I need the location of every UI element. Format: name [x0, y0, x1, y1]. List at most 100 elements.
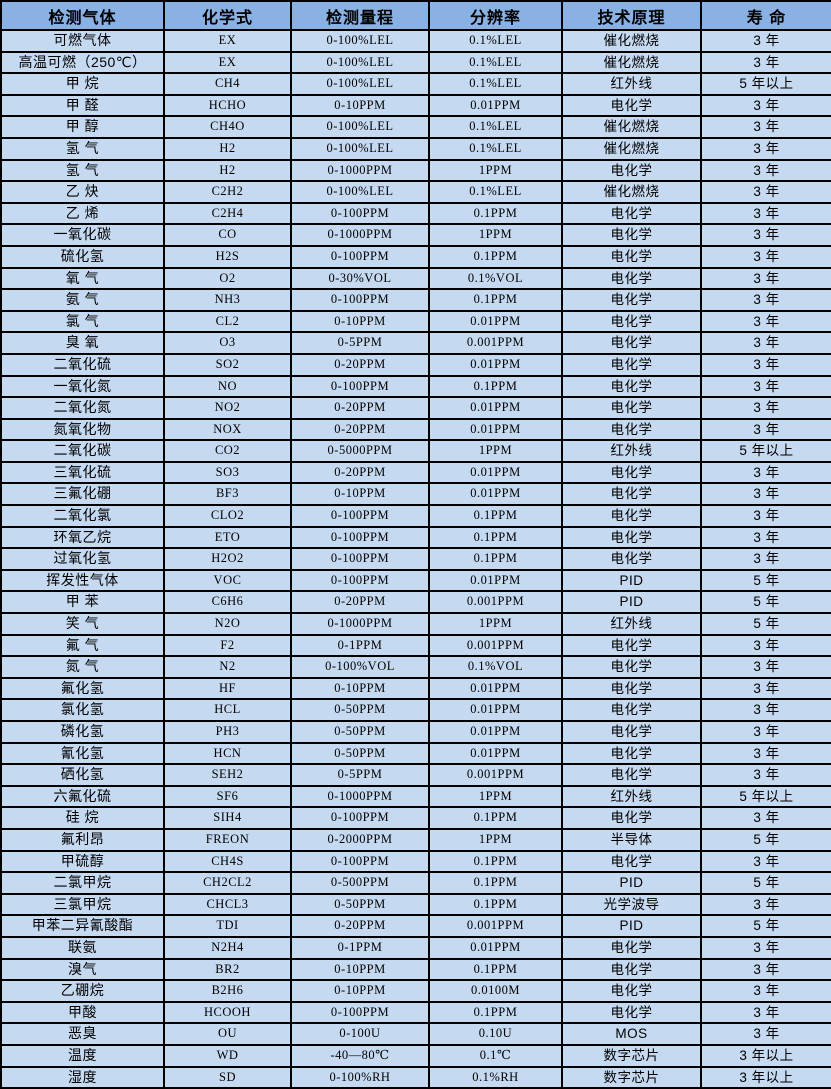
- cell-gas: 乙 烯: [0, 201, 165, 226]
- cell-range: 0-30%VOL: [290, 266, 430, 291]
- cell-life: 3 年: [700, 460, 831, 485]
- cell-life: 3 年: [700, 979, 831, 1003]
- cell-tech: 红外线: [561, 439, 702, 463]
- cell-gas: 二氯甲烷: [0, 871, 165, 895]
- cell-gas: 甲 苯: [0, 590, 165, 615]
- cell-tech: 电化学: [561, 352, 702, 377]
- cell-formula: CH4O: [163, 115, 292, 139]
- cell-gas: 硅 烷: [0, 806, 165, 830]
- cell-tech: 电化学: [561, 223, 702, 247]
- cell-gas: 二氧化硫: [0, 352, 165, 377]
- cell-life: 3 年: [700, 763, 831, 787]
- column-header-gas: 检测气体: [0, 0, 165, 31]
- cell-resolution: 1PPM: [428, 612, 563, 636]
- cell-resolution: 0.1%VOL: [428, 655, 563, 679]
- cell-resolution: 0.1PPM: [428, 244, 563, 269]
- cell-gas: 氯 气: [0, 309, 165, 334]
- cell-life: 5 年: [700, 871, 831, 895]
- cell-life: 3 年: [700, 115, 831, 139]
- cell-formula: F2: [163, 633, 292, 658]
- cell-range: 0-5PPM: [290, 763, 430, 787]
- cell-range: 0-100PPM: [290, 374, 430, 399]
- cell-resolution: 0.1PPM: [428, 1000, 563, 1025]
- cell-gas: 过氧化氢: [0, 547, 165, 571]
- table-row: 甲 醛 HCHO 0-10PPM 0.01PPM 电化学 3 年: [0, 93, 831, 118]
- cell-tech: 电化学: [561, 482, 702, 507]
- cell-life: 3 年: [700, 93, 831, 118]
- cell-range: 0-20PPM: [290, 914, 430, 938]
- cell-life: 3 年: [700, 633, 831, 658]
- cell-tech: 电化学: [561, 93, 702, 118]
- cell-tech: 电化学: [561, 720, 702, 744]
- cell-range: 0-10PPM: [290, 309, 430, 334]
- cell-resolution: 0.01PPM: [428, 482, 563, 507]
- cell-resolution: 0.01PPM: [428, 741, 563, 766]
- cell-resolution: 0.1PPM: [428, 504, 563, 528]
- cell-range: 0-100%LEL: [290, 72, 430, 96]
- cell-gas: 三氧化硫: [0, 460, 165, 485]
- cell-tech: 电化学: [561, 417, 702, 442]
- cell-formula: WD: [163, 1043, 292, 1068]
- cell-tech: 电化学: [561, 547, 702, 571]
- cell-formula: H2O2: [163, 547, 292, 571]
- cell-gas: 溴气: [0, 957, 165, 982]
- cell-formula: NO: [163, 374, 292, 399]
- cell-range: 0-100%LEL: [290, 180, 430, 204]
- cell-gas: 三氟化硼: [0, 482, 165, 507]
- cell-resolution: 0.01PPM: [428, 935, 563, 960]
- table-row: 六氟化硫 SF6 0-1000PPM 1PPM 红外线 5 年以上: [0, 784, 831, 809]
- cell-tech: PID: [561, 914, 702, 938]
- cell-gas: 笑 气: [0, 612, 165, 636]
- cell-range: 0-1000PPM: [290, 612, 430, 636]
- cell-gas: 氟 气: [0, 633, 165, 658]
- cell-tech: 催化燃烧: [561, 29, 702, 53]
- cell-formula: H2S: [163, 244, 292, 269]
- cell-gas: 甲 醇: [0, 115, 165, 139]
- cell-gas: 氨 气: [0, 288, 165, 312]
- cell-formula: SIH4: [163, 806, 292, 830]
- cell-range: 0-100%VOL: [290, 655, 430, 679]
- cell-tech: PID: [561, 568, 702, 593]
- cell-gas: 温度: [0, 1043, 165, 1068]
- cell-tech: 电化学: [561, 331, 702, 355]
- cell-gas: 硒化氢: [0, 763, 165, 787]
- cell-resolution: 0.1PPM: [428, 806, 563, 830]
- cell-formula: SF6: [163, 784, 292, 809]
- table-row: 氨 气 NH3 0-100PPM 0.1PPM 电化学 3 年: [0, 288, 831, 312]
- cell-range: 0-5PPM: [290, 331, 430, 355]
- cell-life: 3 年: [700, 1000, 831, 1025]
- cell-tech: 催化燃烧: [561, 180, 702, 204]
- cell-tech: 电化学: [561, 957, 702, 982]
- cell-life: 5 年: [700, 612, 831, 636]
- cell-gas: 臭 氧: [0, 331, 165, 355]
- table-row: 甲酸 HCOOH 0-100PPM 0.1PPM 电化学 3 年: [0, 1000, 831, 1025]
- cell-gas: 氟利昂: [0, 827, 165, 852]
- table-header: 检测气体 化学式 检测量程 分辨率 技术原理 寿 命: [0, 0, 831, 31]
- table-row: 可燃气体 EX 0-100%LEL 0.1%LEL 催化燃烧 3 年: [0, 29, 831, 53]
- cell-resolution: 0.1%RH: [428, 1065, 563, 1089]
- cell-gas: 二氧化氮: [0, 396, 165, 420]
- cell-range: 0-1PPM: [290, 633, 430, 658]
- cell-resolution: 0.1PPM: [428, 201, 563, 226]
- cell-range: 0-10PPM: [290, 93, 430, 118]
- table-row: 臭 氧 O3 0-5PPM 0.001PPM 电化学 3 年: [0, 331, 831, 355]
- cell-life: 3 年: [700, 741, 831, 766]
- cell-range: 0-1PPM: [290, 935, 430, 960]
- cell-resolution: 0.001PPM: [428, 914, 563, 938]
- table-row: 高温可燃（250℃） EX 0-100%LEL 0.1%LEL 催化燃烧 3 年: [0, 50, 831, 75]
- table-row: 氢 气 H2 0-1000PPM 1PPM 电化学 3 年: [0, 158, 831, 183]
- cell-life: 3 年: [700, 849, 831, 874]
- cell-formula: N2H4: [163, 935, 292, 960]
- cell-life: 3 年: [700, 892, 831, 917]
- cell-life: 5 年以上: [700, 72, 831, 96]
- cell-life: 3 年: [700, 223, 831, 247]
- cell-formula: CH2CL2: [163, 871, 292, 895]
- cell-formula: H2: [163, 158, 292, 183]
- cell-resolution: 0.01PPM: [428, 568, 563, 593]
- cell-formula: C6H6: [163, 590, 292, 615]
- table-row: 甲硫醇 CH4S 0-100PPM 0.1PPM 电化学 3 年: [0, 849, 831, 874]
- cell-tech: 电化学: [561, 676, 702, 701]
- table-row: 二氧化氯 CLO2 0-100PPM 0.1PPM 电化学 3 年: [0, 504, 831, 528]
- table-row: 一氧化碳 CO 0-1000PPM 1PPM 电化学 3 年: [0, 223, 831, 247]
- cell-gas: 一氧化氮: [0, 374, 165, 399]
